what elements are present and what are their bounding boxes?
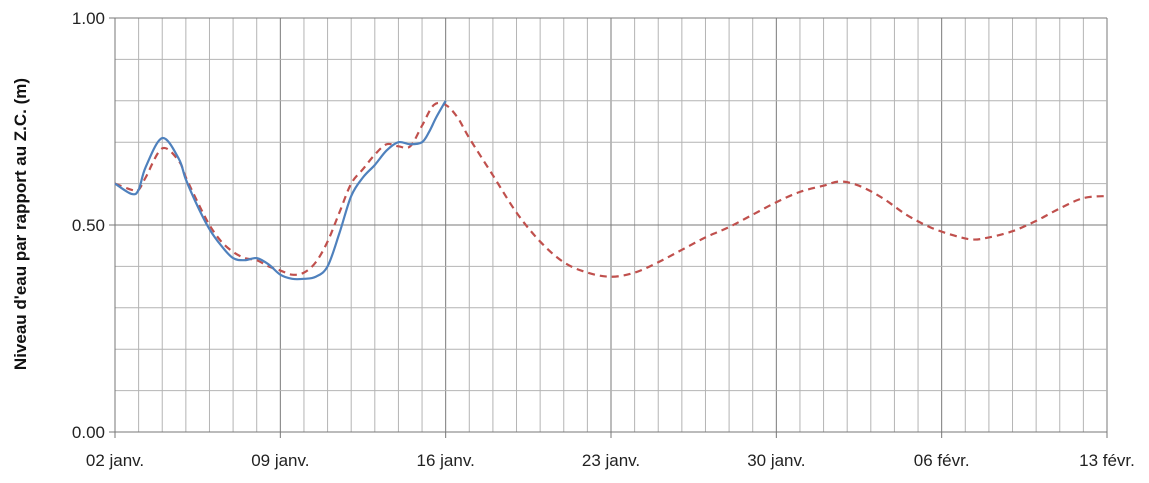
x-tick-label: 16 janv. (417, 451, 475, 470)
y-tick-labels: 0.00 0.50 1.00 (72, 9, 105, 442)
x-tick-label: 02 janv. (86, 451, 144, 470)
x-tick-label: 30 janv. (747, 451, 805, 470)
x-tick-label: 09 janv. (251, 451, 309, 470)
grid (114, 17, 1108, 433)
y-axis-title: Niveau d'eau par rapport au Z.C. (m) (11, 78, 30, 370)
axes (109, 17, 1108, 438)
y-tick-label: 1.00 (72, 9, 105, 28)
dashed-series-line (114, 101, 1108, 278)
y-tick-label: 0.00 (72, 423, 105, 442)
y-tick-label: 0.50 (72, 216, 105, 235)
x-tick-labels: 02 janv. 09 janv. 16 janv. 23 janv. 30 janv.… (86, 451, 1135, 470)
x-tick-label: 13 févr. (1079, 451, 1135, 470)
solid-series-line (114, 100, 447, 281)
x-tick-label: 06 févr. (914, 451, 970, 470)
series-group (114, 100, 1108, 281)
x-tick-label: 23 janv. (582, 451, 640, 470)
